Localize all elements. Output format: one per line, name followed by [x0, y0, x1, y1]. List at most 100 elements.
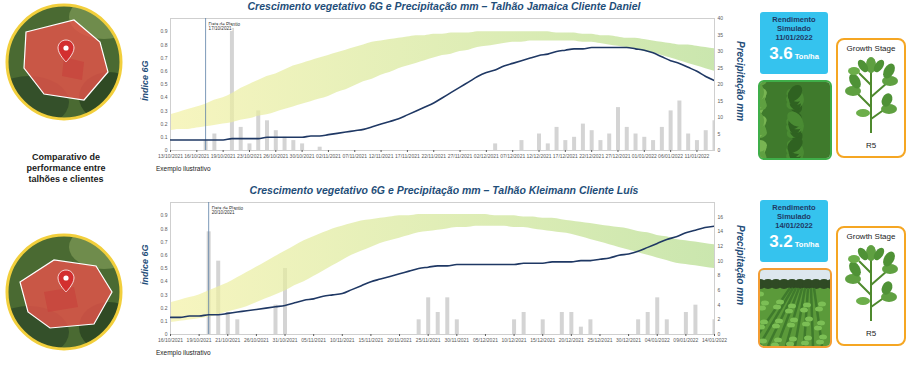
html-text:Rendimento Simulado: Rendimento Simulado	[772, 203, 816, 221]
svg-text:10: 10	[718, 258, 724, 264]
svg-text:19/10/2021: 19/10/2021	[187, 337, 212, 343]
svg-text:20: 20	[718, 81, 724, 87]
svg-text:0.2: 0.2	[161, 121, 168, 127]
svg-text:10/11/2021: 10/11/2021	[330, 337, 355, 343]
svg-text:13/10/2021: 13/10/2021	[158, 153, 183, 159]
html-text:Precipitação mm: Precipitação mm	[735, 225, 746, 305]
svg-text:27/12/2021: 27/12/2021	[605, 153, 630, 159]
svg-text:0.6: 0.6	[161, 68, 168, 74]
svg-text:0.7: 0.7	[161, 55, 168, 61]
svg-text:40: 40	[718, 15, 724, 21]
svg-text:14: 14	[718, 228, 724, 234]
svg-text:0.5: 0.5	[161, 265, 168, 271]
html-text:Índice 6G: Índice 6G	[140, 60, 150, 102]
svg-text:14/01/2022: 14/01/2022	[702, 337, 727, 343]
svg-text:31/10/2021: 31/10/2021	[273, 337, 298, 343]
svg-text:0.4: 0.4	[161, 94, 168, 100]
svg-text:16: 16	[718, 214, 724, 220]
svg-text:5: 5	[718, 131, 721, 137]
svg-text:25/11/2021: 25/11/2021	[416, 337, 441, 343]
html-text:Crescimento vegetativo 6G e Pr: Crescimento vegetativo 6G e Precipitação…	[249, 184, 639, 196]
svg-text:0: 0	[718, 147, 721, 153]
html-text:R5: R5	[865, 141, 877, 150]
svg-text:12/11/2021: 12/11/2021	[369, 153, 394, 159]
svg-text:15/11/2021: 15/11/2021	[359, 337, 384, 343]
svg-text:15/12/2021: 15/12/2021	[530, 337, 555, 343]
svg-text:19/10/2021: 19/10/2021	[211, 153, 236, 159]
svg-text:16/10/2021: 16/10/2021	[184, 153, 209, 159]
svg-text:07/11/2021: 07/11/2021	[342, 153, 367, 159]
svg-text:30/10/2021: 30/10/2021	[290, 153, 315, 159]
svg-text:02/12/2021: 02/12/2021	[474, 153, 499, 159]
svg-text:04/01/2022: 04/01/2022	[645, 337, 670, 343]
svg-text:20/11/2021: 20/11/2021	[387, 337, 412, 343]
svg-text:Data de Plantio20/10/2021: Data de Plantio20/10/2021	[212, 206, 244, 216]
svg-text:23/10/2021: 23/10/2021	[237, 153, 262, 159]
svg-text:6: 6	[718, 287, 721, 293]
svg-text:26/10/2021: 26/10/2021	[263, 153, 288, 159]
html-text:Índice 6G: Índice 6G	[140, 244, 150, 286]
svg-text:07/12/2021: 07/12/2021	[500, 153, 525, 159]
svg-text:0.7: 0.7	[161, 239, 168, 245]
svg-text:0.1: 0.1	[161, 134, 168, 140]
svg-text:27/11/2021: 27/11/2021	[448, 153, 473, 159]
svg-text:0.9: 0.9	[161, 212, 168, 218]
html-text:14/01/2022: 14/01/2022	[775, 221, 813, 230]
svg-text:0.8: 0.8	[161, 42, 168, 48]
svg-text:17/11/2021: 17/11/2021	[395, 153, 420, 159]
svg-text:25: 25	[718, 65, 724, 71]
html-text:Comparativo de performance ent: Comparativo de performance entre talhões…	[26, 152, 106, 184]
svg-text:0.1: 0.1	[161, 318, 168, 324]
svg-text:21/10/2021: 21/10/2021	[215, 337, 240, 343]
svg-text:09/01/2022: 09/01/2022	[673, 337, 698, 343]
html-text:Precipitação mm: Precipitação mm	[735, 41, 746, 121]
svg-text:17/12/2021: 17/12/2021	[553, 153, 578, 159]
html-text:Growth Stage: Growth Stage	[846, 44, 896, 53]
html-text:Ton/ha: Ton/ha	[794, 240, 819, 249]
html-text:3.6: 3.6	[769, 44, 793, 63]
svg-text:8: 8	[718, 272, 721, 278]
svg-text:02/11/2021: 02/11/2021	[316, 153, 341, 159]
svg-text:0.5: 0.5	[161, 81, 168, 87]
html-text:Growth Stage: Growth Stage	[846, 232, 896, 241]
svg-text:4: 4	[718, 302, 721, 308]
svg-text:25/12/2021: 25/12/2021	[587, 337, 612, 343]
html-text:Exemplo ilustrativo: Exemplo ilustrativo	[156, 165, 211, 172]
svg-text:35: 35	[718, 32, 724, 38]
svg-text:30/11/2021: 30/11/2021	[444, 337, 469, 343]
svg-text:30: 30	[718, 48, 724, 54]
html-text:Rendimento Simulado: Rendimento Simulado	[772, 15, 816, 33]
svg-text:2: 2	[718, 316, 721, 322]
svg-text:0.4: 0.4	[161, 278, 168, 284]
svg-text:30/12/2021: 30/12/2021	[616, 337, 641, 343]
svg-text:06/01/2022: 06/01/2022	[658, 153, 683, 159]
html-text:11/01/2022: 11/01/2022	[775, 33, 813, 42]
svg-text:05/11/2021: 05/11/2021	[301, 337, 326, 343]
svg-text:22/11/2021: 22/11/2021	[421, 153, 446, 159]
html-text:R5: R5	[865, 329, 877, 338]
svg-text:0: 0	[164, 147, 168, 154]
svg-text:12: 12	[718, 243, 724, 249]
svg-text:16/10/2021: 16/10/2021	[158, 337, 183, 343]
svg-text:10/12/2021: 10/12/2021	[502, 337, 527, 343]
svg-text:0.2: 0.2	[161, 305, 168, 311]
svg-text:26/10/2021: 26/10/2021	[244, 337, 269, 343]
svg-text:05/12/2021: 05/12/2021	[473, 337, 498, 343]
svg-text:0.3: 0.3	[161, 292, 168, 298]
svg-text:15: 15	[718, 98, 724, 104]
svg-text:12/12/2021: 12/12/2021	[527, 153, 552, 159]
svg-text:01/01/2022: 01/01/2022	[632, 153, 657, 159]
svg-text:20/12/2021: 20/12/2021	[559, 337, 584, 343]
svg-text:10: 10	[718, 114, 724, 120]
svg-text:22/12/2021: 22/12/2021	[579, 153, 604, 159]
svg-text:0.8: 0.8	[161, 226, 168, 232]
svg-text:0.9: 0.9	[161, 28, 168, 34]
svg-text:0.3: 0.3	[161, 108, 168, 114]
html-text:Exemplo ilustrativo: Exemplo ilustrativo	[156, 349, 211, 356]
svg-text:11/01/2022: 11/01/2022	[685, 153, 710, 159]
html-text:Ton/ha: Ton/ha	[794, 52, 819, 61]
html-text:3.2: 3.2	[769, 232, 793, 251]
svg-text:0.6: 0.6	[161, 252, 168, 258]
html-text:Crescimento vegetativo 6G e Pr: Crescimento vegetativo 6G e Precipitação…	[247, 0, 641, 12]
svg-text:Data de Plantio17/10/2021: Data de Plantio17/10/2021	[209, 22, 241, 32]
